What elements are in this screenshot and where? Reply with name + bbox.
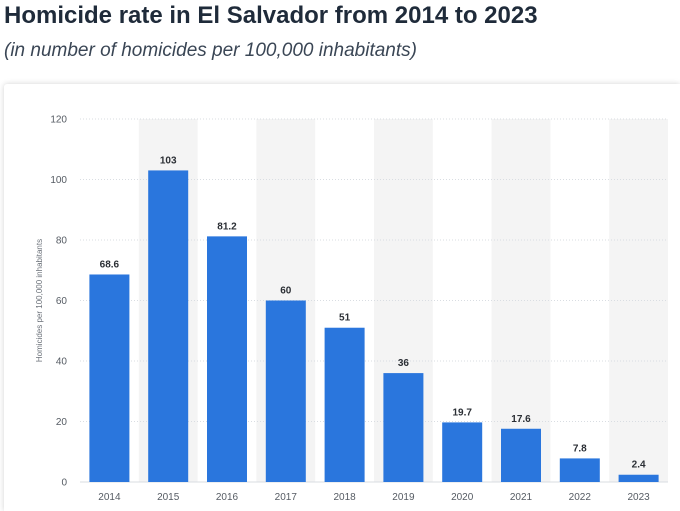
x-tick-label: 2021 bbox=[510, 492, 533, 503]
data-label: 68.6 bbox=[100, 259, 120, 270]
y-tick-label: 120 bbox=[50, 115, 67, 126]
y-tick-label: 20 bbox=[56, 417, 68, 428]
data-label: 81.2 bbox=[217, 221, 237, 232]
bar-2014[interactable] bbox=[89, 274, 130, 482]
bar-2017[interactable] bbox=[265, 300, 306, 483]
y-tick-label: 100 bbox=[50, 175, 67, 186]
data-label: 17.6 bbox=[511, 414, 531, 425]
x-tick-label: 2018 bbox=[333, 492, 356, 503]
bar-2015[interactable] bbox=[148, 170, 189, 483]
bar-2016[interactable] bbox=[207, 236, 247, 482]
bar-2018[interactable] bbox=[324, 327, 365, 482]
bar-2019[interactable] bbox=[383, 373, 424, 482]
bar-2023[interactable] bbox=[618, 474, 659, 482]
page-subtitle: (in number of homicides per 100,000 inha… bbox=[4, 40, 417, 61]
bar-2022[interactable] bbox=[559, 458, 600, 482]
bar-2021[interactable] bbox=[501, 428, 541, 482]
data-label: 19.7 bbox=[452, 407, 472, 418]
y-tick-label: 40 bbox=[56, 357, 68, 368]
data-label: 60 bbox=[280, 286, 292, 297]
y-tick-label: 80 bbox=[56, 236, 68, 247]
x-tick-label: 2023 bbox=[627, 492, 650, 503]
data-label: 7.8 bbox=[573, 443, 587, 454]
x-tick-label: 2022 bbox=[569, 492, 592, 503]
data-label: 51 bbox=[339, 313, 351, 324]
y-tick-label: 60 bbox=[56, 296, 68, 307]
x-tick-label: 2014 bbox=[98, 492, 121, 503]
data-label: 2.4 bbox=[632, 460, 646, 471]
x-tick-label: 2019 bbox=[392, 492, 415, 503]
data-label: 36 bbox=[398, 358, 410, 369]
bar-2020[interactable] bbox=[442, 422, 483, 482]
x-tick-label: 2017 bbox=[275, 492, 298, 503]
x-tick-label: 2016 bbox=[216, 492, 239, 503]
y-axis-label: Homicides per 100,000 inhabitants bbox=[35, 239, 44, 362]
x-tick-label: 2015 bbox=[157, 492, 180, 503]
x-tick-label: 2020 bbox=[451, 492, 474, 503]
page-title: Homicide rate in El Salvador from 2014 t… bbox=[4, 2, 538, 29]
data-label: 103 bbox=[160, 155, 177, 166]
y-tick-label: 0 bbox=[61, 478, 67, 489]
